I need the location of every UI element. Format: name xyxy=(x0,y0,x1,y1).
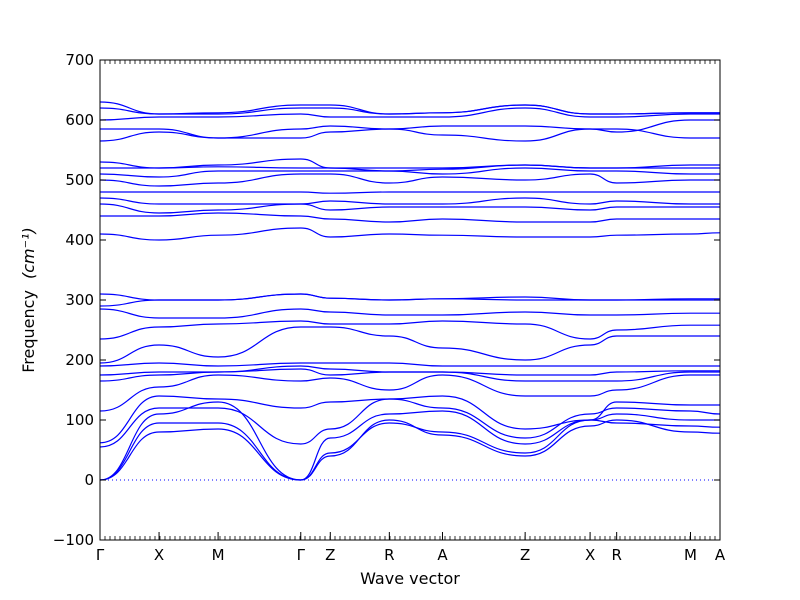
band-line-9 xyxy=(99,362,720,367)
y-tick-label: 0 xyxy=(84,471,94,489)
band-line-5 xyxy=(99,395,720,444)
y-tick-label: 300 xyxy=(65,291,94,309)
band-line-10 xyxy=(99,326,720,364)
band-line-15 xyxy=(99,227,721,241)
x-tick-label: A xyxy=(437,546,448,564)
series-layer xyxy=(99,101,721,481)
band-line-18 xyxy=(99,197,720,205)
y-axis-title: Frequency (cm⁻¹) xyxy=(19,227,38,372)
x-tick-label: M xyxy=(212,546,225,564)
y-tick-label: 100 xyxy=(65,411,94,429)
band-line-26 xyxy=(99,107,720,121)
band-line-8 xyxy=(99,365,720,376)
x-tick-label: R xyxy=(611,546,621,564)
x-tick-label: X xyxy=(585,546,595,564)
band-line-25 xyxy=(99,119,720,139)
band-line-23 xyxy=(99,158,720,172)
x-tick-label: M xyxy=(684,546,697,564)
band-line-17 xyxy=(99,203,720,214)
x-tick-label: R xyxy=(384,546,394,564)
x-tick-label: Z xyxy=(520,546,530,564)
x-tick-label: Γ xyxy=(297,546,306,564)
band-line-14 xyxy=(99,293,720,301)
y-tick-label: 500 xyxy=(65,171,94,189)
band-line-21 xyxy=(99,167,720,178)
y-axis-title-unit: (cm⁻¹) xyxy=(19,227,38,279)
x-axis-title: Wave vector xyxy=(360,569,460,588)
band-line-16 xyxy=(99,212,720,223)
band-line-2 xyxy=(99,419,721,481)
band-line-12 xyxy=(99,308,720,319)
x-tick-label: A xyxy=(715,546,726,564)
y-tick-label: 400 xyxy=(65,231,94,249)
y-axis-title-text: Frequency xyxy=(19,290,38,373)
x-tick-label: Γ xyxy=(96,546,105,564)
y-tick-label: 600 xyxy=(65,111,94,129)
x-tick-label: X xyxy=(154,546,164,564)
band-line-20 xyxy=(99,173,720,187)
band-line-1 xyxy=(99,419,721,481)
y-tick-label: −100 xyxy=(53,531,94,549)
band-line-4 xyxy=(99,398,721,448)
band-line-28 xyxy=(99,101,720,115)
band-line-6 xyxy=(99,374,720,412)
x-tick-label: Z xyxy=(325,546,335,564)
band-line-3 xyxy=(99,401,720,481)
band-line-19 xyxy=(99,191,720,194)
y-tick-label: 200 xyxy=(65,351,94,369)
y-axis: −100 0 100 200 300 400 500 600 700 xyxy=(53,51,720,549)
band-line-11 xyxy=(99,320,720,340)
y-tick-label: 700 xyxy=(65,51,94,69)
